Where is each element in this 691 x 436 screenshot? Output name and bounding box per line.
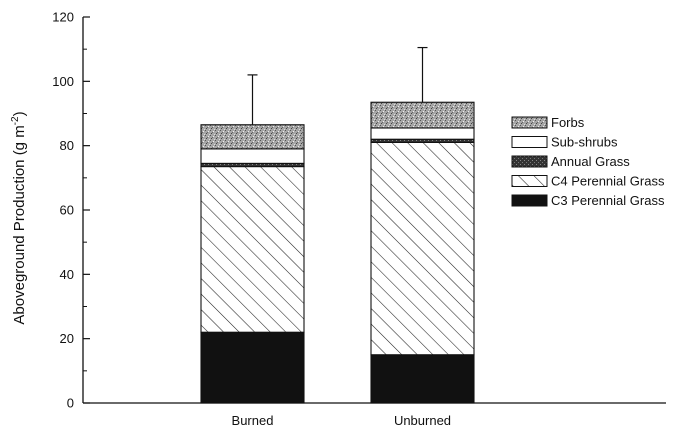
y-tick-label: 120	[52, 10, 74, 25]
bar-segment	[200, 148, 305, 164]
legend: Forbs Sub-shrubs Annual Grass C4 Perennial …	[511, 115, 665, 208]
y-tick-label: 80	[60, 138, 74, 153]
legend-label: C3 Perennial Grass	[551, 193, 665, 208]
y-tick-label: 100	[52, 74, 74, 89]
bar-segment	[200, 166, 305, 333]
bars	[200, 101, 475, 404]
y-tick-label: 40	[60, 267, 74, 282]
legend-swatch	[511, 136, 548, 148]
legend-swatch	[511, 155, 548, 168]
bar-segment	[200, 331, 305, 404]
legend-label: Forbs	[551, 115, 585, 130]
y-tick-label: 0	[67, 396, 74, 411]
legend-label: C4 Perennial Grass	[551, 174, 665, 189]
legend-swatch	[511, 194, 548, 207]
bar-segment	[370, 127, 475, 140]
x-tick-label: Burned	[232, 413, 274, 428]
y-axis-title-superscript: -2	[10, 116, 21, 125]
y-axis-title-main: Aboveground Production (g m	[11, 125, 28, 324]
y-tick-label: 20	[60, 331, 74, 346]
bar-segment	[370, 354, 475, 404]
legend-label: Sub-shrubs	[551, 135, 618, 150]
y-axis-title: Aboveground Production (g m-2)	[10, 111, 28, 324]
bar-segment	[370, 101, 475, 129]
legend-swatch	[511, 175, 548, 187]
y-axis-title-close: )	[11, 111, 28, 116]
y-tick-label: 60	[60, 203, 74, 218]
bar-segment	[200, 124, 305, 150]
y-axis: 0 20 40 60 80 100 120	[52, 10, 90, 411]
error-bars	[247, 46, 428, 125]
legend-label: Annual Grass	[551, 154, 630, 169]
bar-segment	[370, 141, 475, 356]
x-tick-label: Unburned	[394, 413, 451, 428]
legend-swatch	[511, 116, 548, 129]
